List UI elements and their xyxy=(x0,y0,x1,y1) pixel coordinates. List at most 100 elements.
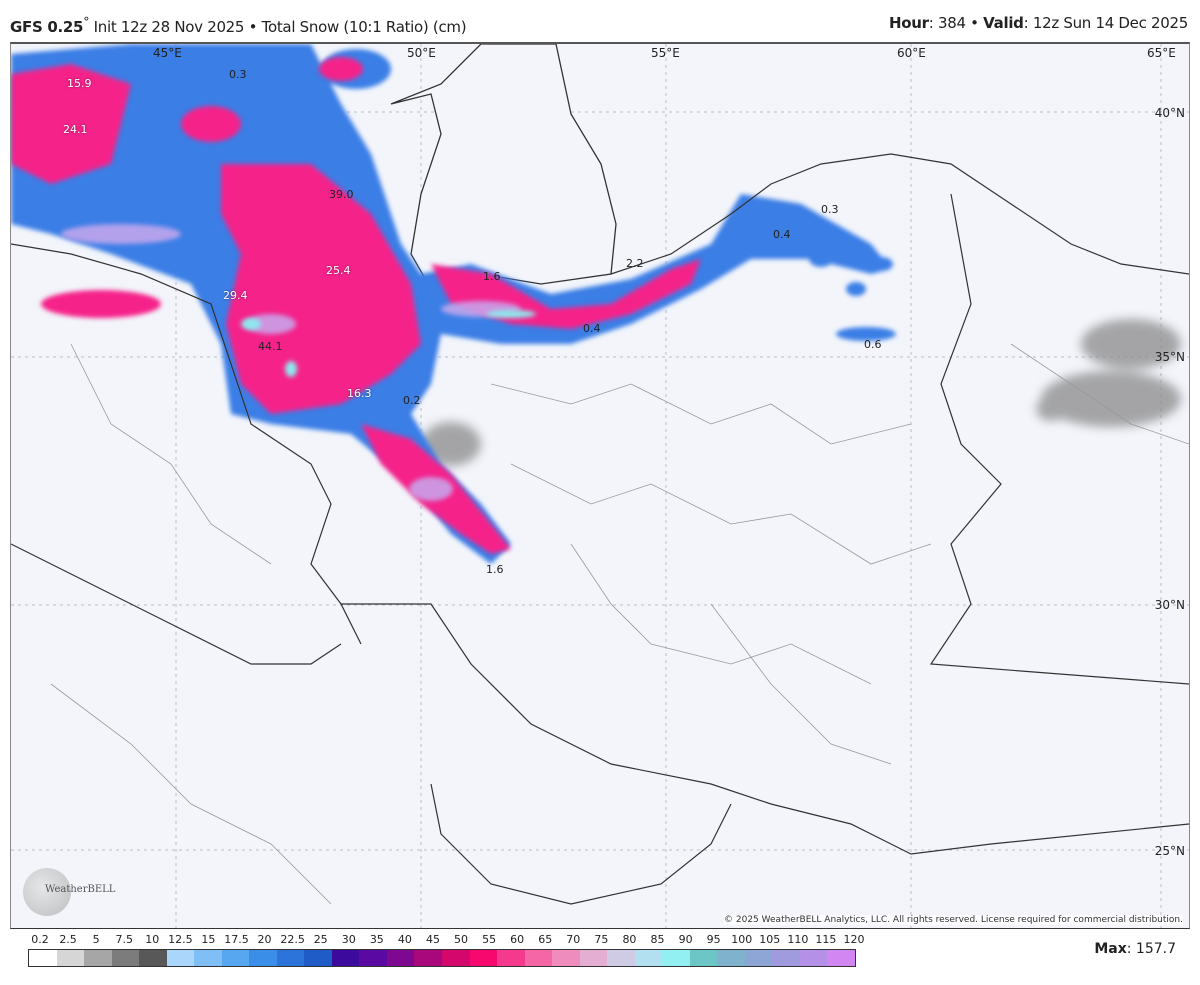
legend-swatch xyxy=(276,950,305,966)
snow-map: 45°E 50°E 55°E 60°E 65°E 40°N 35°N 30°N … xyxy=(10,42,1190,929)
legend-tick-label: 100 xyxy=(731,933,753,946)
snow-value-label: 16.3 xyxy=(347,387,372,400)
legend-tick-label: 80 xyxy=(622,933,637,946)
snow-pink xyxy=(11,57,701,554)
legend-swatch xyxy=(56,950,85,966)
max-number: : 157.7 xyxy=(1126,941,1176,957)
snow-value-label: 0.4 xyxy=(583,322,601,335)
legend-swatch xyxy=(414,950,442,966)
logo-text: WeatherBELL xyxy=(45,884,116,895)
max-value: Max: 157.7 xyxy=(1094,941,1176,957)
legend-tick-label: 95 xyxy=(706,933,721,946)
longitude-label: 60°E xyxy=(897,46,926,60)
snow-value-label: 0.3 xyxy=(821,203,839,216)
legend-swatch xyxy=(441,950,470,966)
legend-tick-label: 30 xyxy=(341,933,356,946)
legend-swatch xyxy=(717,950,745,966)
snow-value-label: 0.2 xyxy=(403,394,421,407)
legend-tick-label: 115 xyxy=(815,933,837,946)
legend-tick-label: 5 xyxy=(92,933,100,946)
legend-swatch xyxy=(552,950,580,966)
max-label: Max xyxy=(1094,941,1127,957)
valid-time: Hour: 384 • Valid: 12z Sun 14 Dec 2025 xyxy=(889,14,1188,32)
legend-swatch xyxy=(524,950,553,966)
legend-swatch xyxy=(304,950,332,966)
legend-tick-label: 12.5 xyxy=(168,933,193,946)
legend-tick-label: 120 xyxy=(843,933,865,946)
snow-value-label: 44.1 xyxy=(258,340,283,353)
legend-tick-label: 45 xyxy=(425,933,440,946)
legend-tick-label: 22.5 xyxy=(280,933,305,946)
legend-tick-label: 10 xyxy=(145,933,160,946)
legend-swatch xyxy=(331,950,360,966)
legend-tick-label: 85 xyxy=(650,933,665,946)
province-borders xyxy=(50,343,1189,905)
init-description: Init 12z 28 Nov 2025 • Total Snow (10:1 … xyxy=(89,18,467,36)
legend-swatch xyxy=(249,950,277,966)
legend-swatch xyxy=(772,950,800,966)
legend-swatch xyxy=(29,950,57,966)
legend-tick-label: 7.5 xyxy=(115,933,133,946)
country-borders xyxy=(11,153,1189,905)
legend-tick-labels: 0.2 2.5 5 7.5 10 12.5 15 17.5 20 22.5 25 30 35 40 45 50… xyxy=(28,933,864,947)
legend-tick-label: 65 xyxy=(538,933,553,946)
legend-swatch xyxy=(744,950,773,966)
legend-tick-label: 90 xyxy=(678,933,693,946)
legend-tick-label: 110 xyxy=(787,933,809,946)
legend-swatch xyxy=(111,950,140,966)
legend-tick-label: 40 xyxy=(397,933,412,946)
water-bodies xyxy=(390,44,617,290)
snow-value-label: 2.2 xyxy=(626,257,644,270)
legend-tick-label: 0.2 xyxy=(31,933,49,946)
legend-tick-label: 105 xyxy=(759,933,781,946)
legend-tick-label: 50 xyxy=(454,933,469,946)
model-name: GFS 0.25 xyxy=(10,18,84,36)
latitude-label: 25°N xyxy=(1154,844,1185,858)
hour-label: Hour xyxy=(888,14,929,32)
legend-tick-label: 20 xyxy=(257,933,272,946)
snow-value-label: 25.4 xyxy=(326,264,351,277)
legend-swatch xyxy=(799,950,828,966)
legend-tick-label: 15 xyxy=(201,933,216,946)
legend-swatch xyxy=(166,950,195,966)
snow-value-label: 0.6 xyxy=(864,338,882,351)
legend-color-bar xyxy=(28,949,856,967)
map-title: GFS 0.25° Init 12z 28 Nov 2025 • Total S… xyxy=(10,14,467,36)
snow-value-label: 1.6 xyxy=(483,270,501,283)
snow-value-label: 29.4 xyxy=(223,289,248,302)
hour-value: : 384 • xyxy=(928,14,984,32)
snow-value-label: 0.4 xyxy=(773,228,791,241)
snow-value-label: 39.0 xyxy=(329,188,354,201)
valid-value: : 12z Sun 14 Dec 2025 xyxy=(1023,14,1189,32)
legend-tick-label: 25 xyxy=(313,933,328,946)
longitude-label: 55°E xyxy=(651,46,680,60)
legend-tick-label: 55 xyxy=(482,933,497,946)
legend-swatch xyxy=(469,950,498,966)
snow-value-label: 1.6 xyxy=(486,563,504,576)
legend-tick-label: 2.5 xyxy=(59,933,77,946)
legend-tick-label: 75 xyxy=(594,933,609,946)
snow-value-label: 0.3 xyxy=(229,68,247,81)
longitude-label: 65°E xyxy=(1147,46,1176,60)
legend-tick-label: 17.5 xyxy=(224,933,249,946)
weatherbell-logo: WeatherBELL xyxy=(23,868,131,916)
legend-swatch xyxy=(221,950,250,966)
legend-swatch xyxy=(634,950,663,966)
snow-value-label: 24.1 xyxy=(63,123,88,136)
legend-swatch xyxy=(827,950,855,966)
legend-swatch xyxy=(607,950,635,966)
latitude-label: 35°N xyxy=(1154,350,1185,364)
snow-value-label: 15.9 xyxy=(67,77,92,90)
snow-cyan xyxy=(241,310,536,377)
valid-label: Valid xyxy=(983,14,1024,32)
legend-tick-label: 60 xyxy=(510,933,525,946)
copyright-notice: © 2025 WeatherBELL Analytics, LLC. All r… xyxy=(724,915,1183,925)
longitude-label: 45°E xyxy=(153,46,182,60)
legend-swatch xyxy=(579,950,608,966)
legend-swatch xyxy=(497,950,525,966)
globe-icon xyxy=(23,868,71,916)
legend-swatch xyxy=(662,950,690,966)
legend-swatch xyxy=(689,950,718,966)
legend-tick-label: 70 xyxy=(566,933,581,946)
legend-swatch xyxy=(194,950,222,966)
